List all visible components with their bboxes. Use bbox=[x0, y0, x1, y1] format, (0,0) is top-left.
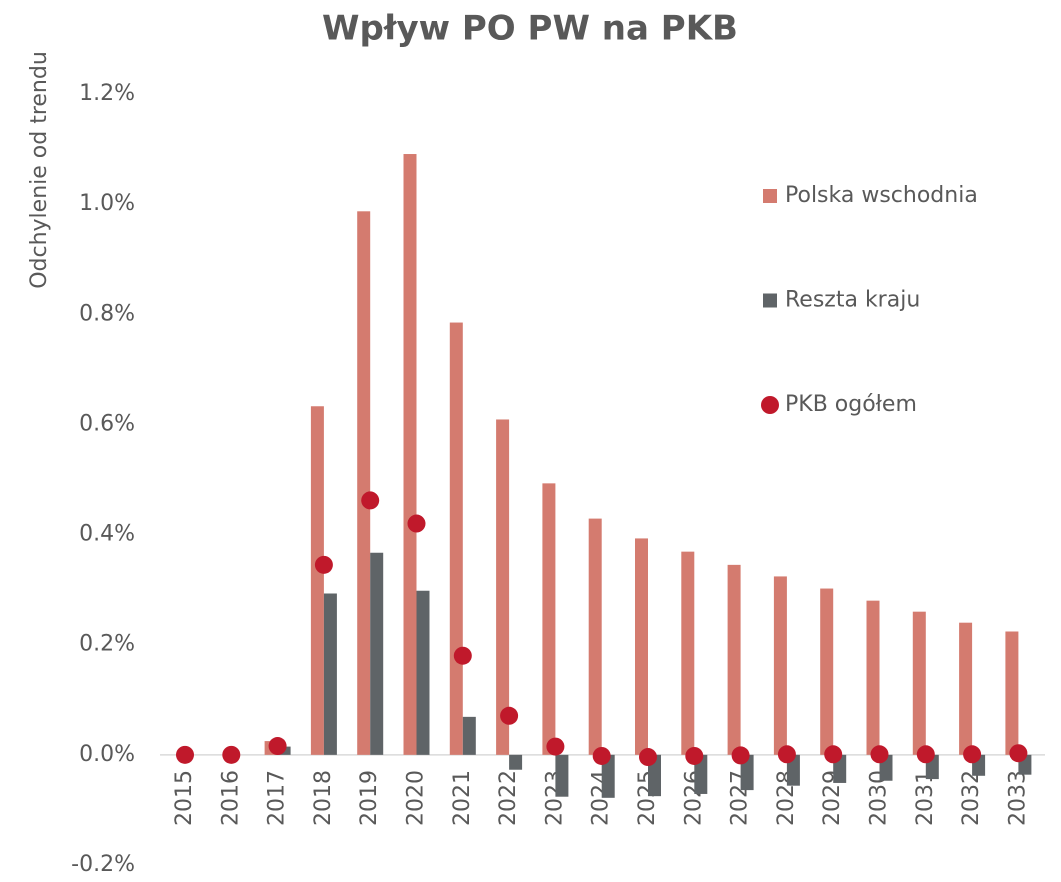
dot bbox=[1009, 744, 1028, 763]
chart-title: Wpływ PO PW na PKB bbox=[322, 9, 738, 49]
x-tick-label: 2020 bbox=[404, 770, 429, 826]
y-tick-label: 0.0% bbox=[79, 742, 135, 767]
bar bbox=[323, 593, 337, 755]
dot bbox=[592, 746, 611, 765]
dot bbox=[407, 514, 426, 533]
y-tick-label: -0.2% bbox=[71, 852, 135, 877]
y-tick-label: 0.8% bbox=[79, 301, 135, 326]
legend-swatch bbox=[763, 293, 777, 308]
dot bbox=[685, 746, 704, 765]
dot bbox=[361, 491, 380, 510]
dot bbox=[870, 745, 889, 764]
bar bbox=[727, 564, 741, 755]
x-tick-label: 2021 bbox=[450, 770, 475, 826]
y-tick-label: 0.2% bbox=[79, 632, 135, 657]
bar bbox=[555, 754, 569, 797]
bar bbox=[310, 406, 324, 755]
bar bbox=[416, 590, 430, 755]
dot bbox=[314, 555, 333, 574]
dot bbox=[963, 745, 982, 764]
bar bbox=[694, 754, 708, 794]
dot bbox=[453, 646, 472, 665]
dot bbox=[824, 745, 843, 764]
bar bbox=[601, 754, 615, 798]
legend-swatch bbox=[763, 189, 777, 203]
x-tick-label: 2032 bbox=[959, 770, 984, 826]
y-tick-label: 0.6% bbox=[79, 411, 135, 436]
bar bbox=[912, 611, 926, 755]
x-tick-label: 2018 bbox=[311, 770, 336, 826]
dot bbox=[546, 737, 565, 756]
y-tick-label: 1.2% bbox=[79, 81, 135, 106]
dot bbox=[176, 745, 194, 764]
dot bbox=[500, 706, 519, 725]
bar bbox=[509, 754, 523, 770]
bar bbox=[357, 211, 371, 755]
y-tick-label: 1.0% bbox=[79, 191, 135, 216]
y-tick-label: 0.4% bbox=[79, 522, 135, 547]
bar bbox=[588, 518, 602, 755]
bar bbox=[820, 588, 834, 755]
bar bbox=[635, 538, 648, 755]
dot bbox=[268, 737, 287, 756]
legend-label: Polska wschodnia bbox=[785, 183, 978, 208]
x-tick-label: 2017 bbox=[265, 770, 290, 826]
x-tick-label: 2031 bbox=[913, 770, 938, 826]
bar bbox=[1005, 631, 1019, 755]
bar bbox=[370, 552, 384, 755]
bar bbox=[866, 600, 880, 755]
dot bbox=[916, 745, 935, 764]
dot bbox=[731, 746, 750, 765]
bar bbox=[542, 483, 556, 755]
x-tick-label: 2015 bbox=[172, 770, 197, 826]
x-tick-label: 2033 bbox=[1005, 770, 1030, 826]
dot bbox=[222, 745, 241, 764]
y-axis-label: Odchylenie od trendu bbox=[27, 51, 52, 289]
dot bbox=[639, 748, 657, 767]
legend-label: Reszta kraju bbox=[785, 288, 920, 313]
bar bbox=[773, 576, 787, 755]
bar bbox=[449, 322, 463, 755]
bar bbox=[681, 551, 695, 755]
legend-swatch bbox=[761, 396, 779, 414]
legend-label: PKB ogółem bbox=[785, 392, 917, 417]
bar bbox=[403, 154, 417, 755]
x-tick-label: 2022 bbox=[496, 770, 521, 826]
x-tick-label: 2019 bbox=[357, 770, 382, 826]
x-tick-label: 2016 bbox=[218, 770, 243, 826]
bar bbox=[959, 622, 973, 755]
dot bbox=[777, 745, 796, 764]
bar bbox=[496, 419, 510, 755]
bar bbox=[462, 716, 476, 755]
